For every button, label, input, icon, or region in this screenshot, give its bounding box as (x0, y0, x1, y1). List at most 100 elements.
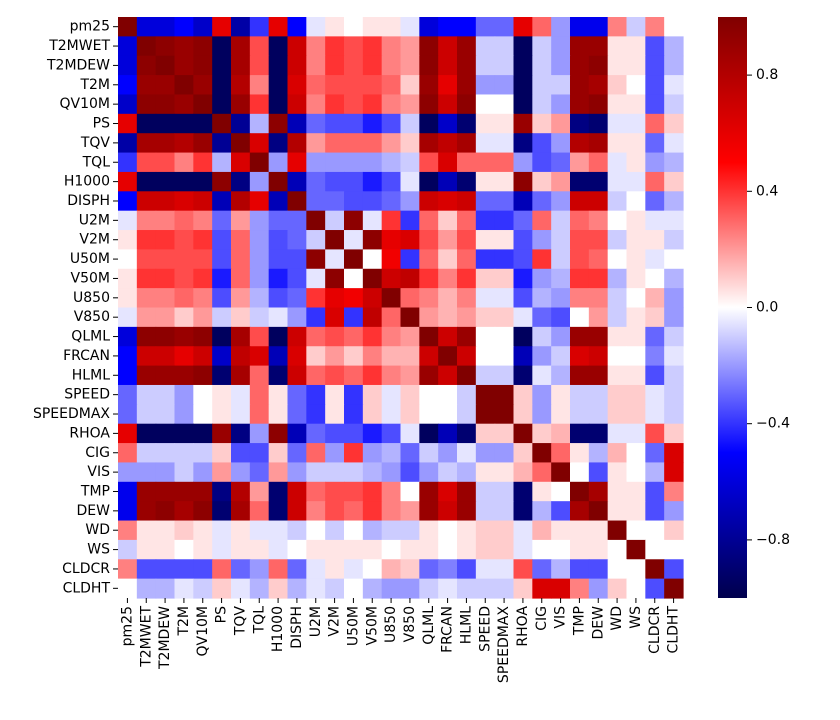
heatmap-cell-CLDHT-V50M (362, 578, 383, 599)
heatmap-cell-pm25-QLML (419, 17, 439, 37)
heatmap-cell-HLML-V2M (325, 365, 345, 386)
heatmap-cell-SPEEDMAX-U850 (381, 404, 402, 425)
heatmap-cell-T2MDEW-FRCAN (438, 55, 458, 76)
heatmap-cell-CLDCR-H1000 (268, 559, 289, 580)
heatmap-cell-WS-TQL (249, 539, 270, 560)
heatmap-cell-CIG-TQL (249, 443, 270, 464)
heatmap-cell-PS-FRCAN (438, 113, 458, 134)
heatmap-cell-SPEED-TQV (231, 384, 251, 405)
heatmap-cell-SPEEDMAX-V2M (325, 404, 345, 425)
heatmap-cell-SPEED-TMP (570, 384, 590, 405)
heatmap-cell-V2M-pm25 (118, 230, 138, 250)
heatmap-cell-H1000-CLDHT (664, 171, 684, 192)
heatmap-cell-CLDHT-U50M (344, 578, 364, 599)
heatmap-cell-RHOA-V50M (362, 423, 383, 444)
heatmap-cell-QV10M-FRCAN (438, 94, 458, 115)
heatmap-cell-QLML-RHOA (513, 326, 533, 347)
heatmap-cell-TQV-DISPH (287, 133, 307, 154)
heatmap-cell-RHOA-T2MDEW (155, 423, 176, 444)
heatmap-cell-VIS-U850 (381, 462, 402, 483)
row-label-U50M: U50M (70, 251, 110, 267)
heatmap-cell-CLDHT-QV10M (193, 578, 213, 599)
heatmap-cell-TQV-WS (626, 133, 646, 154)
column-label-T2MWET: T2MWET (138, 606, 154, 668)
heatmap-cell-FRCAN-CLDHT (664, 346, 684, 367)
heatmap-cell-RHOA-HLML (457, 423, 477, 444)
heatmap-cell-U2M-RHOA (513, 210, 533, 231)
heatmap-cell-QV10M-WD (607, 94, 628, 115)
heatmap-cell-QLML-V50M (362, 326, 383, 347)
heatmap-cell-V2M-TQL (249, 230, 270, 250)
heatmap-cell-TQV-V2M (325, 133, 345, 154)
heatmap-cell-DISPH-CLDHT (664, 191, 684, 212)
heatmap-cell-CLDCR-U2M (306, 559, 326, 580)
row-label-FRCAN: FRCAN (63, 348, 110, 364)
heatmap-cell-CLDCR-QLML (419, 559, 439, 580)
heatmap-cell-H1000-CLDCR (645, 171, 665, 192)
heatmap-cell-pm25-T2M (174, 17, 194, 37)
heatmap-cell-U2M-DEW (588, 210, 609, 231)
heatmap-cell-T2MWET-V2M (325, 36, 345, 57)
heatmap-cell-pm25-U850 (381, 17, 402, 37)
heatmap-cell-U50M-T2M (174, 249, 194, 270)
heatmap-cell-TMP-CLDHT (664, 481, 684, 502)
heatmap-cell-WD-V2M (325, 520, 345, 541)
row-label-SPEEDMAX: SPEEDMAX (33, 406, 110, 422)
heatmap-cell-T2MWET-SPEEDMAX (494, 36, 515, 57)
heatmap-cell-WS-HLML (457, 539, 477, 560)
heatmap-cell-U850-U2M (306, 288, 326, 309)
heatmap-cell-HLML-QLML (419, 365, 439, 386)
heatmap-cell-pm25-SPEED (475, 17, 496, 37)
heatmap-cell-H1000-VIS (551, 171, 571, 192)
heatmap-cell-PS-CIG (532, 113, 552, 134)
heatmap-cell-TQV-CLDCR (645, 133, 665, 154)
heatmap-cell-QLML-U850 (381, 326, 402, 347)
heatmap-cell-DISPH-U50M (344, 191, 364, 212)
heatmap-cell-T2MWET-QLML (419, 36, 439, 57)
heatmap-cell-SPEEDMAX-SPEED (475, 404, 496, 425)
heatmap-cell-U50M-TQL (249, 249, 270, 270)
column-label-pm25: pm25 (119, 606, 135, 646)
heatmap-cell-QLML-pm25 (118, 326, 138, 347)
row-label-CLDCR: CLDCR (62, 561, 110, 577)
colorbar-ticks: −0.8 −0.4 0.0 0.4 0.8 (747, 67, 790, 548)
heatmap-cell-pm25-PS (212, 17, 232, 37)
heatmap-cell-CLDCR-CLDHT (664, 559, 684, 580)
heatmap-cell-T2MDEW-CIG (532, 55, 552, 76)
heatmap-cell-VIS-T2M (174, 462, 194, 483)
heatmap-cell-SPEEDMAX-U50M (344, 404, 364, 425)
column-label-FRCAN: FRCAN (440, 606, 456, 653)
heatmap-cell-T2M-U50M (344, 75, 364, 96)
heatmap-cell-V2M-CLDHT (664, 230, 684, 250)
heatmap-cell-DISPH-SPEED (475, 191, 496, 212)
heatmap-cell-TQL-FRCAN (438, 152, 458, 173)
heatmap-cell-V850-H1000 (268, 307, 289, 328)
heatmap-cell-PS-PS (212, 113, 232, 134)
heatmap-cell-U50M-pm25 (118, 249, 138, 270)
heatmap-cell-T2M-V2M (325, 75, 345, 96)
heatmap-cell-V2M-VIS (551, 230, 571, 250)
heatmap-cell-V850-U50M (344, 307, 364, 328)
heatmap-cell-CLDHT-T2M (174, 578, 194, 599)
heatmap-cell-RHOA-TQL (249, 423, 270, 444)
heatmap-cell-TQL-V2M (325, 152, 345, 173)
heatmap-cell-H1000-U850 (381, 171, 402, 192)
heatmap-cell-H1000-T2M (174, 171, 194, 192)
heatmap-cell-SPEED-PS (212, 384, 232, 405)
heatmap-cell-U850-CLDHT (664, 288, 684, 309)
heatmap-cell-DISPH-DISPH (287, 191, 307, 212)
heatmap-cell-V2M-DISPH (287, 230, 307, 250)
heatmap-cell-CLDHT-TMP (570, 578, 590, 599)
heatmap-cell-U2M-CLDCR (645, 210, 665, 231)
heatmap-cell-T2MDEW-VIS (551, 55, 571, 76)
heatmap-cell-T2MWET-TQL (249, 36, 270, 57)
heatmap-cell-H1000-V850 (400, 171, 420, 192)
heatmap-cell-TQV-DEW (588, 133, 609, 154)
heatmap-cell-CLDCR-T2MDEW (155, 559, 176, 580)
heatmap-cell-V2M-U50M (344, 230, 364, 250)
heatmap-cell-V850-FRCAN (438, 307, 458, 328)
heatmap-cell-DEW-RHOA (513, 501, 533, 522)
heatmap-cell-PS-QV10M (193, 113, 213, 134)
heatmap-cell-T2MWET-U50M (344, 36, 364, 57)
heatmap-cell-pm25-HLML (457, 17, 477, 37)
